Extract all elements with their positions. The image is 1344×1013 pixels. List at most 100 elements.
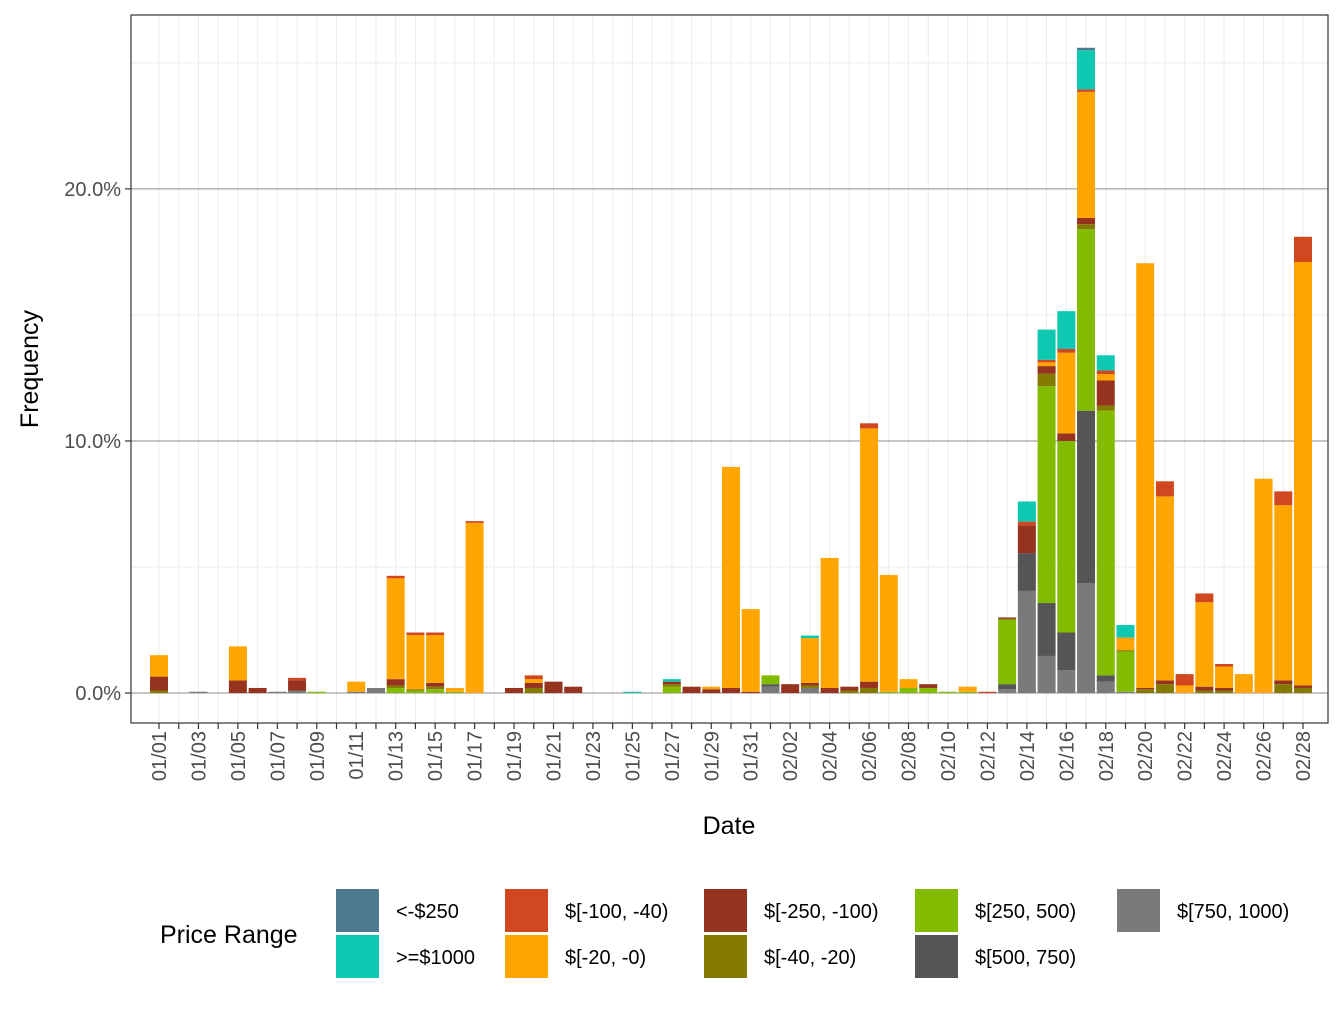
x-axis-title: Date bbox=[703, 812, 756, 840]
bar-segment bbox=[228, 646, 247, 681]
x-tick-label: 02/06 bbox=[859, 731, 881, 781]
bar-segment bbox=[426, 682, 445, 687]
bar-segment bbox=[1096, 370, 1115, 375]
bar-segment bbox=[800, 687, 819, 694]
bar-segment bbox=[288, 677, 307, 681]
bar-segment bbox=[1116, 650, 1135, 652]
bar-segment bbox=[1215, 687, 1234, 691]
bar-segment bbox=[1096, 380, 1115, 406]
bar-segment bbox=[1077, 224, 1096, 230]
bar-segment bbox=[524, 679, 543, 683]
x-tick-label: 02/24 bbox=[1214, 731, 1236, 781]
bar-segment bbox=[426, 686, 445, 690]
bar-segment bbox=[1037, 359, 1056, 363]
bar-segment bbox=[465, 521, 484, 523]
bar-segment bbox=[1037, 366, 1056, 374]
bar-segment bbox=[445, 687, 464, 692]
bar-segment bbox=[1037, 362, 1056, 367]
bar-segment bbox=[1017, 525, 1036, 554]
x-tick-label: 02/18 bbox=[1096, 731, 1118, 781]
bar-segment bbox=[761, 686, 780, 694]
bar-segment bbox=[1096, 405, 1115, 411]
legend-label: $[-40, -20) bbox=[764, 947, 856, 969]
bar-segment bbox=[761, 684, 780, 687]
bar-segment bbox=[860, 423, 879, 429]
bar-segment bbox=[1096, 355, 1115, 371]
bar-segment bbox=[544, 681, 563, 694]
legend-label: $[750, 1000) bbox=[1177, 901, 1289, 923]
bar-segment bbox=[1057, 352, 1076, 434]
bar-segment bbox=[860, 687, 879, 694]
bar-segment bbox=[1096, 681, 1115, 694]
bar-segment bbox=[1274, 684, 1293, 694]
x-tick-label: 02/14 bbox=[1017, 731, 1039, 781]
bar-segment bbox=[406, 632, 425, 636]
bar-segment bbox=[662, 679, 681, 682]
x-tick-label: 01/27 bbox=[662, 731, 684, 781]
x-tick-label: 01/19 bbox=[504, 731, 526, 781]
bar-segment bbox=[1096, 675, 1115, 682]
bar-segment bbox=[998, 684, 1017, 690]
legend-swatch bbox=[1117, 889, 1160, 932]
bar-segment bbox=[1077, 47, 1096, 51]
x-tick-label: 01/15 bbox=[425, 731, 447, 781]
x-tick-label: 01/31 bbox=[741, 731, 763, 781]
bar-segment bbox=[1274, 491, 1293, 506]
bar-segment bbox=[1195, 602, 1214, 687]
bar-segment bbox=[623, 691, 642, 694]
bar-segment bbox=[998, 618, 1017, 620]
bar-segment bbox=[564, 686, 583, 694]
bar-segment bbox=[1077, 217, 1096, 225]
bar-segment bbox=[702, 689, 721, 694]
x-tick-label: 01/25 bbox=[622, 731, 644, 781]
bar-segment bbox=[1294, 236, 1312, 263]
bar-segment bbox=[248, 687, 267, 694]
bar-segment bbox=[741, 691, 760, 694]
bar-segment bbox=[228, 680, 247, 694]
bar-segment bbox=[1155, 481, 1174, 497]
bar-segment bbox=[879, 575, 898, 692]
bar-segment bbox=[1017, 521, 1036, 526]
bar-segment bbox=[189, 691, 208, 694]
bar-segment bbox=[1234, 674, 1253, 694]
bar-segment bbox=[820, 687, 839, 694]
bar-segment bbox=[820, 557, 839, 688]
y-tick-label: 20.0% bbox=[64, 179, 121, 201]
x-tick-label: 02/16 bbox=[1056, 731, 1078, 781]
plot-border bbox=[130, 14, 1329, 724]
legend-label: $[-250, -100) bbox=[764, 901, 879, 923]
bar-segment bbox=[662, 686, 681, 694]
legend-label: $[-100, -40) bbox=[565, 901, 668, 923]
bar-segment bbox=[1175, 674, 1194, 686]
bar-segment bbox=[662, 684, 681, 687]
bar-segment bbox=[860, 428, 879, 682]
bar-segment bbox=[1057, 632, 1076, 671]
x-tick-label: 01/13 bbox=[386, 731, 408, 781]
bar-segment bbox=[386, 687, 405, 694]
x-tick-label: 01/21 bbox=[543, 731, 565, 781]
bar-segment bbox=[1116, 691, 1135, 694]
bar-segment bbox=[722, 687, 740, 694]
legend-swatch bbox=[915, 935, 958, 978]
bar-segment bbox=[1096, 410, 1115, 676]
x-tick-label: 01/07 bbox=[267, 731, 289, 781]
bar-segment bbox=[505, 687, 524, 694]
bar-segment bbox=[1057, 433, 1076, 441]
bar-segment bbox=[386, 578, 405, 680]
bar-segment bbox=[761, 675, 780, 685]
bar-segment bbox=[1057, 311, 1076, 349]
legend-swatch bbox=[704, 889, 747, 932]
bar-segment bbox=[307, 691, 326, 694]
legend-label: <-$250 bbox=[396, 901, 459, 923]
legend-swatch bbox=[704, 935, 747, 978]
legend-label: $[250, 500) bbox=[975, 901, 1076, 923]
bar-segment bbox=[1077, 229, 1096, 411]
x-tick-label: 01/05 bbox=[228, 731, 250, 781]
x-tick-label: 01/17 bbox=[465, 731, 487, 781]
bar-segment bbox=[386, 685, 405, 688]
bar-segment bbox=[1037, 655, 1056, 694]
bar-segment bbox=[1155, 680, 1174, 685]
bar-segment bbox=[1057, 348, 1076, 353]
legend-swatch bbox=[336, 889, 379, 932]
bar-segment bbox=[1116, 624, 1135, 638]
